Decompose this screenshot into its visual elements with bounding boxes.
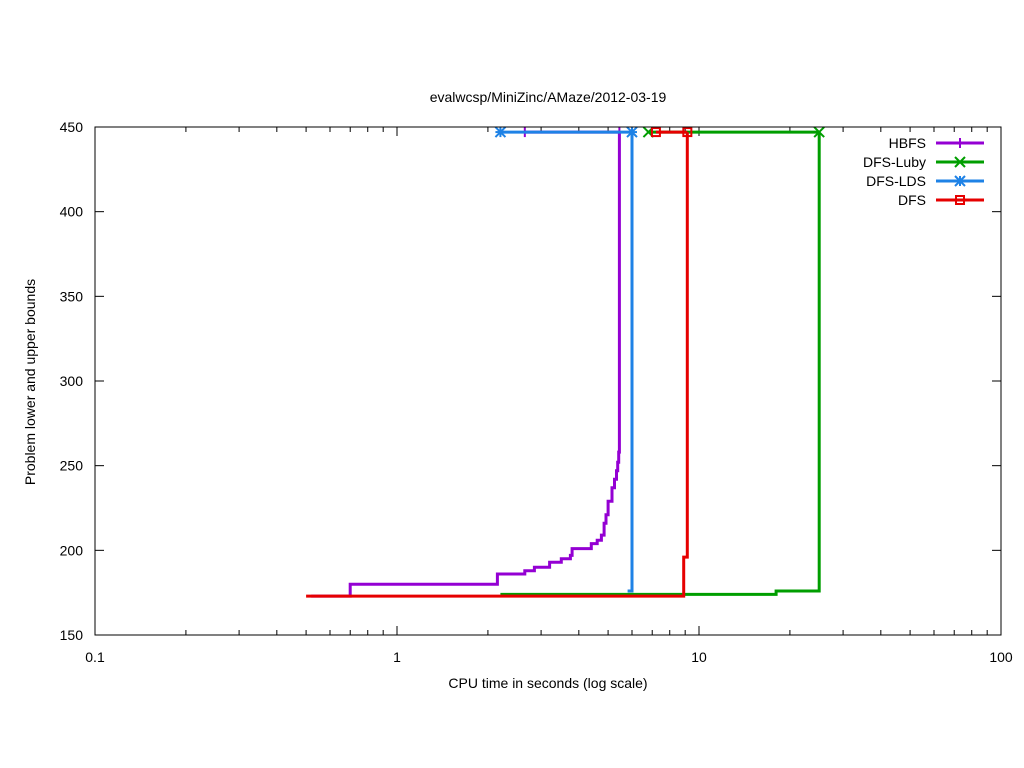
x-tick-label: 0.1 bbox=[85, 649, 105, 665]
y-tick-label: 450 bbox=[60, 119, 84, 135]
legend-marker-dfs-luby bbox=[954, 156, 966, 168]
y-axis-label: Problem lower and upper bounds bbox=[22, 279, 38, 485]
series-dfs-marker bbox=[682, 127, 693, 138]
series-dfs-lds-lower-bound-line bbox=[627, 132, 634, 593]
legend-marker-dfs-lds bbox=[954, 175, 966, 187]
plot-frame bbox=[94, 126, 1002, 636]
y-tick-label: 300 bbox=[60, 373, 84, 389]
series-dfs-lds-marker bbox=[494, 126, 507, 138]
series-dfs bbox=[306, 127, 693, 598]
series-layer bbox=[306, 126, 825, 598]
series-dfs-lower-bound-line bbox=[306, 132, 689, 598]
chart-title: evalwcsp/MiniZinc/AMaze/2012-03-19 bbox=[430, 89, 667, 105]
legend-label-dfs-lds: DFS-LDS bbox=[866, 173, 926, 189]
legend-marker-dfs bbox=[955, 195, 965, 205]
x-tick-label: 1 bbox=[393, 649, 401, 665]
series-hbfs-lower-bound-line bbox=[311, 132, 621, 598]
series-hbfs bbox=[311, 127, 625, 598]
series-dfs-luby-marker bbox=[813, 126, 825, 138]
x-axis-label: CPU time in seconds (log scale) bbox=[448, 675, 647, 691]
y-tick-label: 200 bbox=[60, 542, 84, 558]
series-dfs-luby-lower-bound-line bbox=[500, 132, 821, 596]
series-dfs-lds-marker bbox=[626, 126, 638, 138]
x-tick-label: 100 bbox=[989, 649, 1013, 665]
y-tick-label: 350 bbox=[60, 288, 84, 304]
axis-ticks: 0.1 1 10 100 150 200 250 300 350 400 450 bbox=[60, 119, 1013, 665]
series-dfs-luby bbox=[500, 126, 825, 596]
y-tick-label: 150 bbox=[60, 627, 84, 643]
legend-label-hbfs: HBFS bbox=[889, 135, 926, 151]
series-dfs-lds bbox=[494, 126, 638, 593]
y-tick-label: 400 bbox=[60, 204, 84, 220]
series-dfs-marker bbox=[650, 127, 661, 138]
legend: HBFS DFS-Luby DFS-LDS DFS bbox=[863, 135, 984, 208]
y-tick-label: 250 bbox=[60, 458, 84, 474]
legend-label-dfs: DFS bbox=[898, 192, 926, 208]
legend-marker-hbfs bbox=[955, 138, 965, 148]
legend-label-dfs-luby: DFS-Luby bbox=[863, 154, 926, 170]
x-tick-label: 10 bbox=[691, 649, 707, 665]
